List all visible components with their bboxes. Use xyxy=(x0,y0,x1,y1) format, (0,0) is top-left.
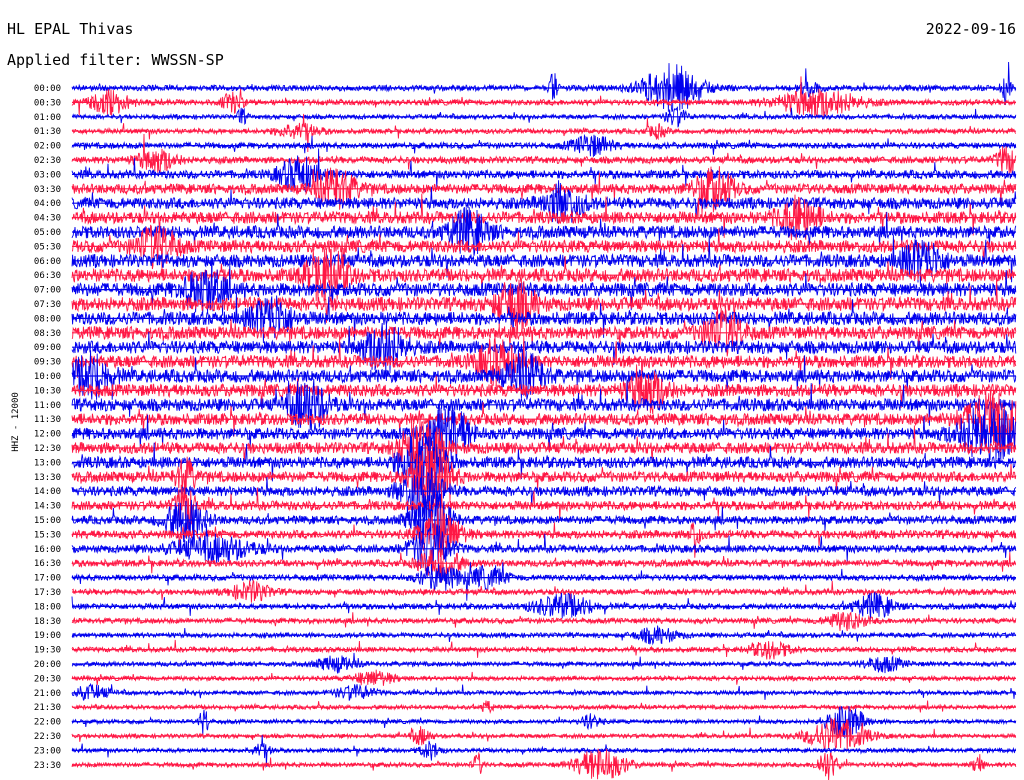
hour-label: 16:30 xyxy=(34,559,61,569)
seismic-trace-1030 xyxy=(71,364,1017,415)
hour-label: 22:30 xyxy=(34,732,61,742)
seismic-trace-2000 xyxy=(71,652,1017,674)
seismic-trace-1300 xyxy=(71,436,1017,489)
hour-label: 13:00 xyxy=(34,458,61,468)
hour-label: 07:00 xyxy=(34,286,61,296)
seismic-trace-2230 xyxy=(71,717,1017,751)
seismic-trace-0600 xyxy=(71,234,1017,287)
hour-label: 02:30 xyxy=(34,156,61,166)
hour-label: 15:30 xyxy=(34,530,61,540)
hour-label: 00:00 xyxy=(34,84,61,94)
hour-label: 05:30 xyxy=(34,242,61,252)
hour-label: 21:00 xyxy=(34,689,61,699)
hour-label: 04:30 xyxy=(34,214,61,224)
hour-label: 19:00 xyxy=(34,631,61,641)
hour-label: 16:00 xyxy=(34,545,61,555)
hour-label: 22:00 xyxy=(34,718,61,728)
record-date: 2022-09-16 xyxy=(925,20,1016,38)
seismic-trace-1800 xyxy=(71,591,1017,620)
hour-label: 17:00 xyxy=(34,574,61,584)
seismic-trace-1930 xyxy=(71,639,1017,660)
seismic-trace-1400 xyxy=(71,465,1017,518)
station-title: HL EPAL Thivas xyxy=(7,20,134,38)
hour-label: 23:30 xyxy=(34,761,61,771)
hour-label: 15:00 xyxy=(34,516,61,526)
seismic-trace-2130 xyxy=(71,700,1016,714)
seismic-trace-1200 xyxy=(71,407,1017,461)
seismic-trace-1900 xyxy=(71,625,1017,646)
hour-label: 08:30 xyxy=(34,329,61,339)
seismic-trace-0930 xyxy=(71,335,1017,387)
seismic-trace-0700 xyxy=(71,263,1017,316)
hour-label: 14:00 xyxy=(34,487,61,497)
hour-label: 12:00 xyxy=(34,430,61,440)
hour-label: 08:00 xyxy=(34,314,61,324)
seismic-trace-2330 xyxy=(71,748,1017,780)
seismic-trace-0400 xyxy=(71,180,1017,224)
seismic-trace-1530 xyxy=(71,508,1017,561)
hour-label: 11:00 xyxy=(34,401,61,411)
filter-line: Applied filter: WWSSN-SP xyxy=(7,51,224,69)
hour-label: 06:30 xyxy=(34,271,61,281)
seismic-trace-1100 xyxy=(71,378,1017,431)
hour-label: 02:00 xyxy=(34,142,61,152)
seismic-trace-0030 xyxy=(71,76,1017,119)
seismic-trace-2030 xyxy=(71,669,1017,686)
seismic-trace-0900 xyxy=(71,321,1017,374)
hour-label: 14:30 xyxy=(34,502,61,512)
hour-label: 01:30 xyxy=(34,127,61,137)
hour-label: 05:00 xyxy=(34,228,61,238)
hour-label: 19:30 xyxy=(34,646,61,656)
hour-label: 03:30 xyxy=(34,185,61,195)
hour-label: 23:00 xyxy=(34,746,61,756)
seismic-trace-2200 xyxy=(71,706,1017,739)
seismic-trace-1000 xyxy=(71,349,1017,400)
hour-label: 07:30 xyxy=(34,300,61,310)
hour-label: 03:00 xyxy=(34,170,61,180)
hour-label-layer: 00:00 00:30 01:00 01:30 02:00 02:30 03:00 03:30… xyxy=(34,84,61,771)
hour-label: 20:30 xyxy=(34,674,61,684)
seismic-trace-0230 xyxy=(71,133,1017,176)
hour-label: 18:30 xyxy=(34,617,61,627)
seismic-trace-0730 xyxy=(71,277,1017,331)
hour-label: 17:30 xyxy=(34,588,61,598)
filter-prefix: Applied filter: xyxy=(7,51,143,69)
seismic-trace-0300 xyxy=(71,148,1017,193)
hour-label: 13:30 xyxy=(34,473,61,483)
trace-layer xyxy=(71,61,1017,780)
hour-label: 01:00 xyxy=(34,113,61,123)
hour-label: 11:30 xyxy=(34,415,61,425)
channel-axis-label: HHZ - 12000 xyxy=(11,392,21,452)
hour-label: 04:00 xyxy=(34,199,61,209)
hour-label: 10:00 xyxy=(34,372,61,382)
filter-name: WWSSN-SP xyxy=(151,51,224,69)
hour-label: 20:00 xyxy=(34,660,61,670)
seismic-trace-0100 xyxy=(71,106,1017,128)
hour-label: 06:00 xyxy=(34,257,61,267)
hour-label: 18:00 xyxy=(34,602,61,612)
seismic-trace-1600 xyxy=(71,522,1017,575)
hour-label: 09:00 xyxy=(34,343,61,353)
hour-label: 21:30 xyxy=(34,703,61,713)
hour-label: 00:30 xyxy=(34,98,61,108)
hour-label: 09:30 xyxy=(34,358,61,368)
seismic-trace-0830 xyxy=(71,307,1017,357)
hour-label: 10:30 xyxy=(34,386,61,396)
hour-label: 12:30 xyxy=(34,444,61,454)
